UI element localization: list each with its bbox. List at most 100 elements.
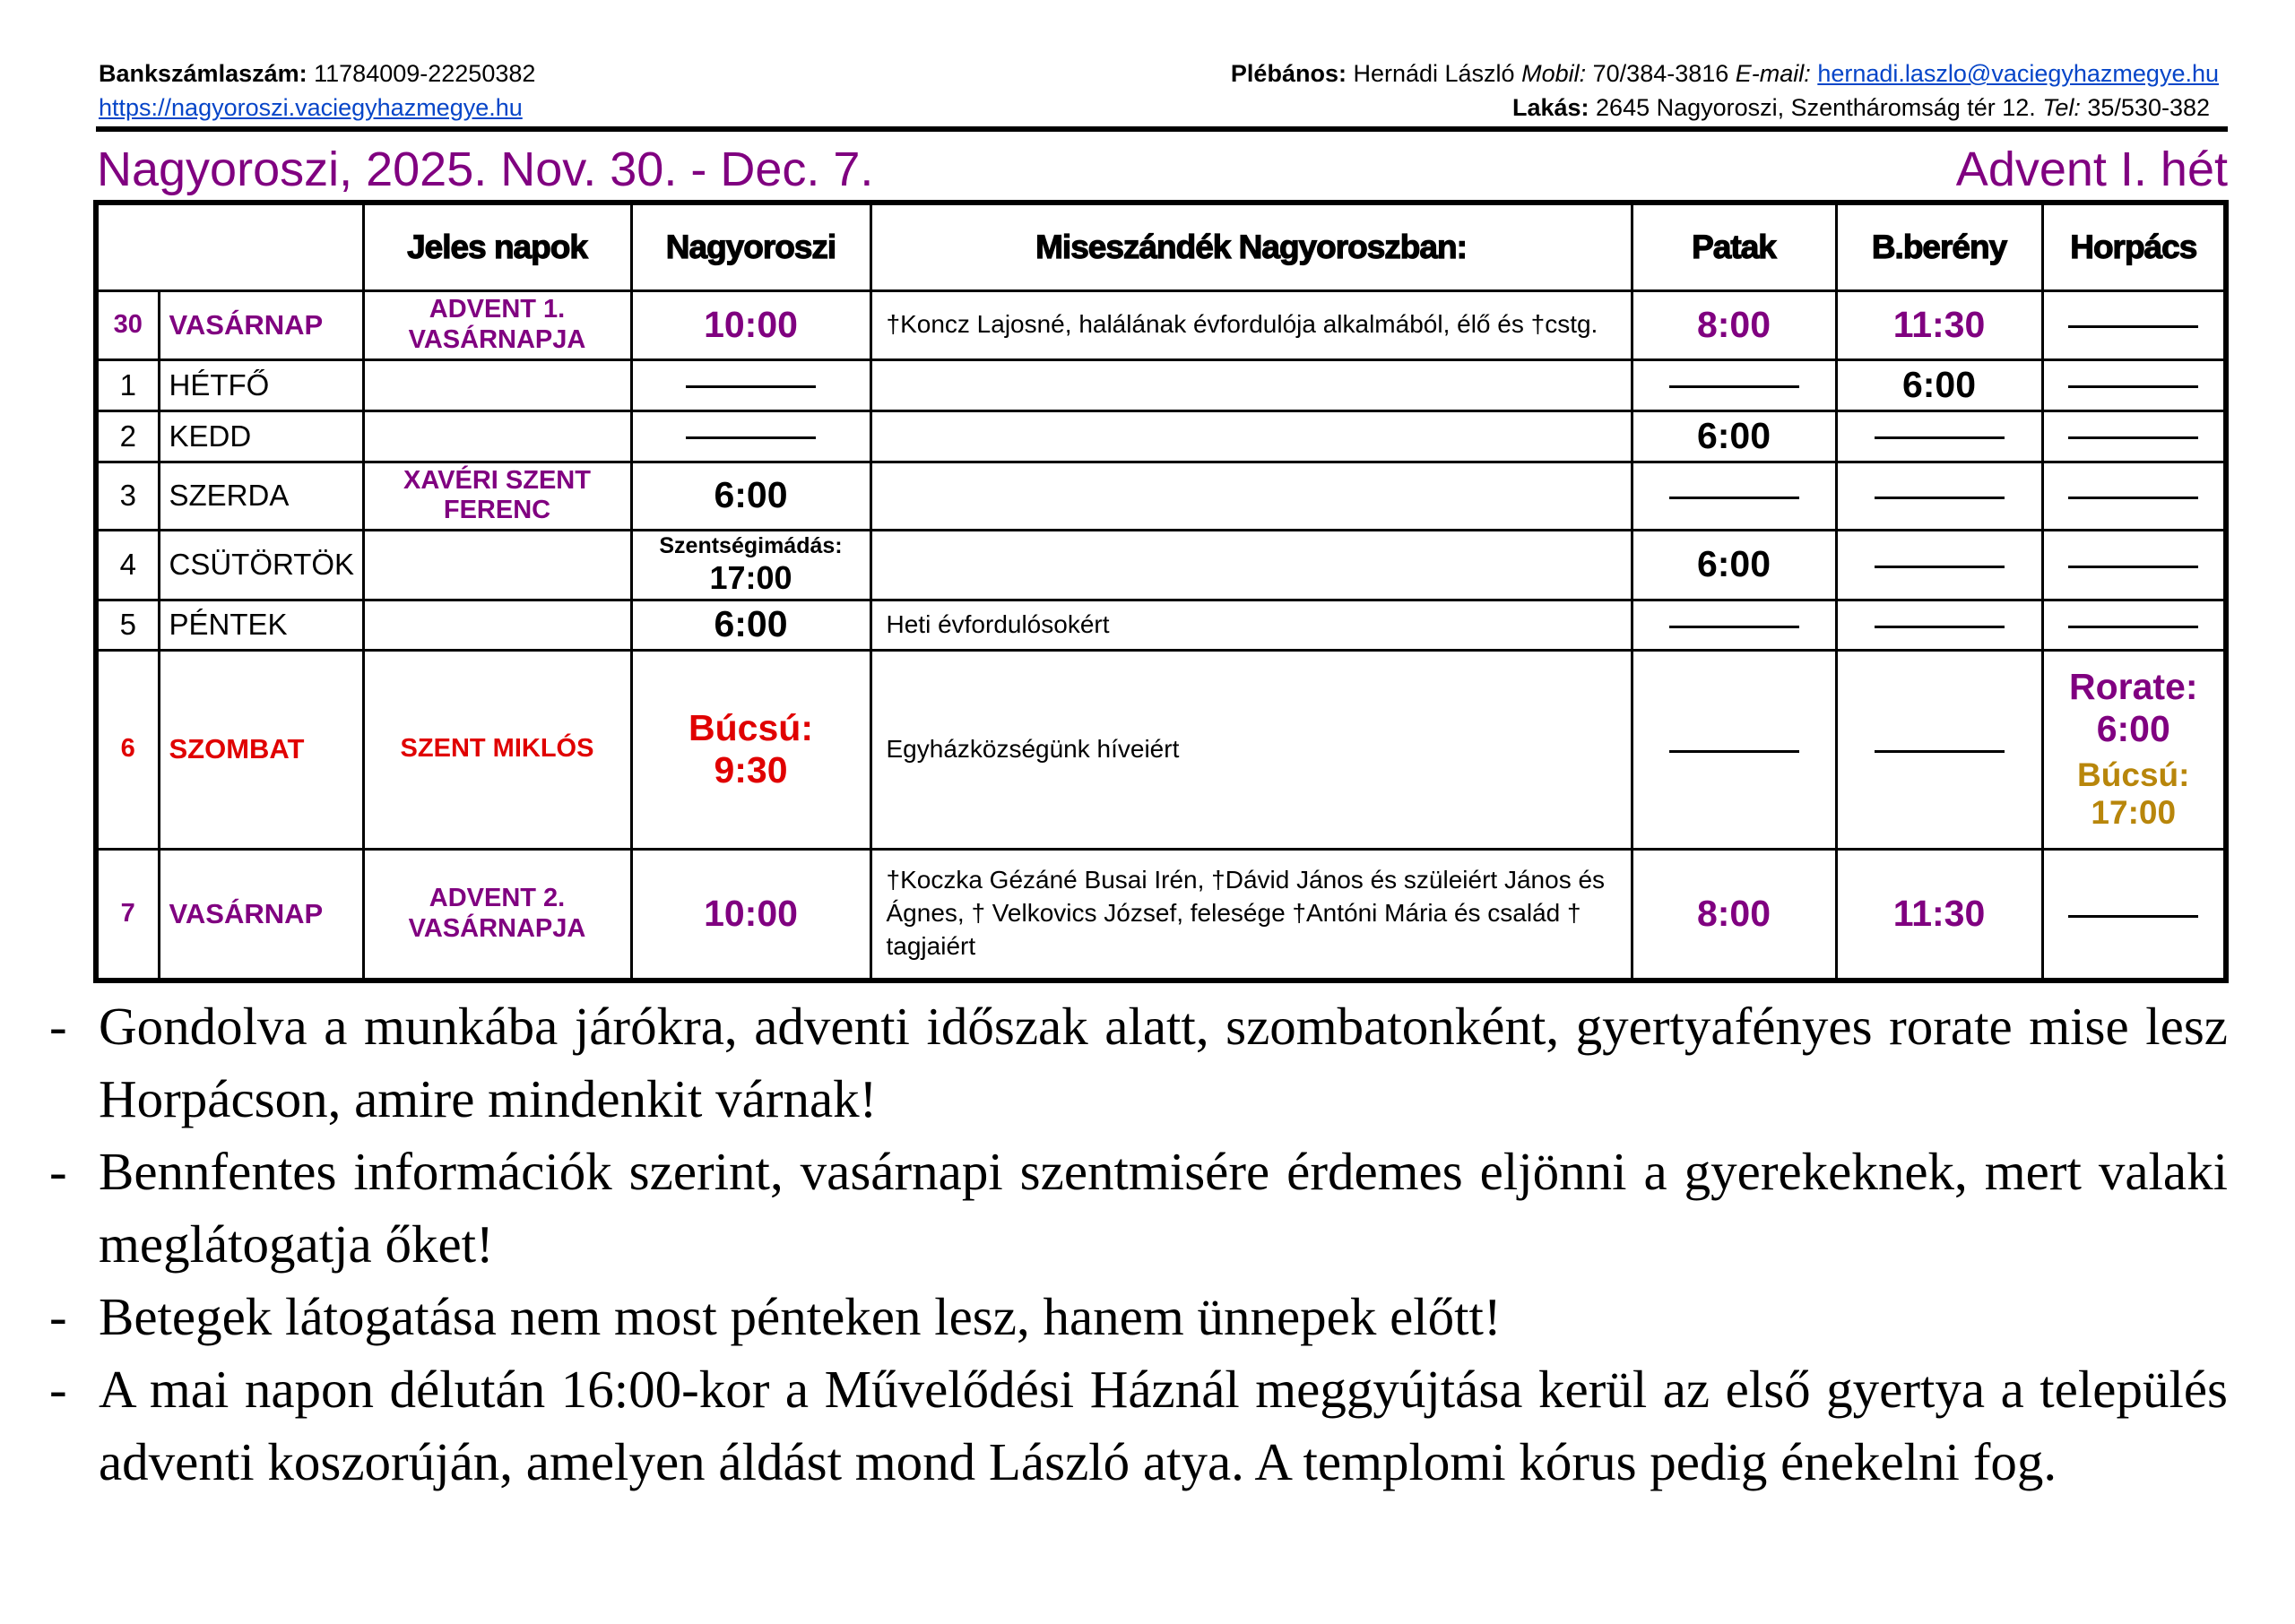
day-number: 6 (94, 648, 160, 851)
feast-day (361, 528, 633, 601)
mass-time: 9:30 (714, 749, 788, 790)
no-mass-dash (2068, 385, 2199, 389)
table-row: 2 KEDD 6:00 (94, 409, 2228, 463)
day-name: CSÜTÖRTÖK (157, 528, 365, 601)
bank-label: Bankszámlaszám: (99, 60, 307, 87)
nagyoroszi-cell: 6:00 (629, 460, 872, 531)
mass-intention (869, 358, 1633, 412)
header-patak: Patak (1630, 201, 1838, 292)
no-mass-dash (2068, 325, 2199, 329)
mass-intention (869, 460, 1633, 531)
bullet: - (49, 1142, 67, 1201)
feast-day (361, 358, 633, 412)
feast-day: ADVENT 1. VASÁRNAPJA (361, 289, 633, 361)
nagyoroszi-cell: 10:00 (629, 289, 872, 361)
day-number: 7 (94, 847, 160, 982)
bbereny-cell (1834, 648, 2044, 851)
day-name: PÉNTEK (157, 598, 365, 652)
email-link[interactable]: hernadi.laszlo@vaciegyhazmegye.hu (1817, 60, 2219, 87)
address-value: 2645 Nagyoroszi, Szentháromság tér 12. (1596, 94, 2036, 121)
website-link[interactable]: https://nagyoroszi.vaciegyhazmegye.hu (99, 94, 523, 121)
horpacs-cell (2040, 847, 2228, 982)
horpacs-cell (2040, 358, 2228, 412)
day-number: 2 (94, 409, 160, 463)
nagyoroszi-cell (629, 409, 872, 463)
bank-account: Bankszámlaszám: 11784009-22250382 (99, 60, 535, 88)
announcement-item: - Bennfentes információk szerint, vasárna… (49, 1136, 2228, 1281)
mass-time: 8:00 (1696, 303, 1771, 345)
tel-label: Tel: (2042, 94, 2081, 121)
no-mass-dash (2068, 914, 2199, 918)
header-bbereny: B.berény (1834, 201, 2044, 292)
no-mass-dash (686, 385, 816, 389)
mass-intention: †Koncz Lajosné, halálának évfordulója al… (869, 289, 1633, 361)
header-divider (96, 126, 2228, 132)
bbereny-cell (1834, 409, 2044, 463)
horpacs-cell: Rorate: 6:00 Búcsú: 17:00 (2040, 648, 2228, 851)
nagyoroszi-cell: Búcsú: 9:30 (629, 648, 872, 851)
address-info: Lakás: 2645 Nagyoroszi, Szentháromság té… (1512, 94, 2210, 122)
no-mass-dash (1668, 496, 1799, 499)
mass-intention (869, 409, 1633, 463)
mass-time: 17:00 (709, 558, 792, 596)
announcements: - Gondolva a munkába járókra, adventi idő… (49, 990, 2228, 1499)
patak-cell: 6:00 (1630, 528, 1838, 601)
table-row: 6 SZOMBAT SZENT MIKLÓS Búcsú: 9:30 Egyház… (94, 648, 2228, 851)
announcement-text: Gondolva a munkába járókra, adventi idős… (99, 997, 2228, 1128)
mass-time: 10:00 (704, 303, 798, 345)
mass-time: 10:00 (704, 893, 798, 935)
bbereny-cell (1834, 460, 2044, 531)
no-mass-dash (2068, 565, 2199, 568)
mass-time: 6:00 (2096, 708, 2170, 750)
day-number: 1 (94, 358, 160, 412)
announcement-item: - Gondolva a munkába járókra, adventi idő… (49, 990, 2228, 1136)
day-name: KEDD (157, 409, 365, 463)
bbereny-cell: 11:30 (1834, 847, 2044, 982)
mobile-label: Mobil: (1521, 60, 1587, 87)
feast-day: SZENT MIKLÓS (361, 648, 633, 851)
day-number: 5 (94, 598, 160, 652)
table-row: 5 PÉNTEK 6:00 Heti évfordulósokért (94, 598, 2228, 652)
announcement-text: Betegek látogatása nem most pénteken les… (99, 1287, 1502, 1346)
day-name: HÉTFŐ (157, 358, 365, 412)
priest-label: Plébános: (1230, 60, 1347, 87)
schedule-table: Jeles napok Nagyoroszi Miseszándék Nagyo… (93, 200, 2229, 983)
day-name: VASÁRNAP (157, 847, 365, 982)
feast-day: XAVÉRI SZENT FERENC (361, 460, 633, 531)
announcement-item: -A mai napon délután 16:00-kor a Művelőd… (49, 1353, 2228, 1499)
nagyoroszi-cell: Szentségimádás: 17:00 (629, 528, 872, 601)
mass-time: 6:00 (1696, 543, 1771, 585)
bbereny-cell: 11:30 (1834, 289, 2044, 361)
priest-name: Hernádi László (1353, 60, 1515, 87)
horpacs-cell (2040, 598, 2228, 652)
table-row: 30 VASÁRNAP ADVENT 1. VASÁRNAPJA 10:00 †… (94, 289, 2228, 361)
no-mass-dash (2068, 496, 2199, 499)
table-header-row: Jeles napok Nagyoroszi Miseszándék Nagyo… (94, 201, 2228, 292)
bank-value: 11784009-22250382 (314, 60, 536, 87)
table-row: 1 HÉTFŐ 6:00 (94, 358, 2228, 412)
mass-label: Búcsú: (688, 706, 813, 748)
address-label: Lakás: (1511, 94, 1589, 121)
patak-cell (1630, 460, 1838, 531)
nagyoroszi-cell: 6:00 (629, 598, 872, 652)
feast-day (361, 598, 633, 652)
mass-time: 6:00 (714, 603, 788, 645)
mass-time: 6:00 (1901, 363, 1977, 405)
mass-time: 6:00 (714, 474, 788, 516)
bbereny-cell: 6:00 (1834, 358, 2044, 412)
patak-cell: 8:00 (1630, 289, 1838, 361)
horpacs-cell (2040, 528, 2228, 601)
feast-day: ADVENT 2. VASÁRNAPJA (361, 847, 633, 982)
table-row: 4 CSÜTÖRTÖK Szentségimádás: 17:00 6:00 (94, 528, 2228, 601)
day-number: 30 (94, 289, 160, 361)
no-mass-dash (1668, 749, 1799, 753)
announcement-text: Bennfentes információk szerint, vasárnap… (99, 1142, 2228, 1274)
day-name: SZERDA (157, 460, 365, 531)
horpacs-cell (2040, 460, 2228, 531)
mobile-value: 70/384-3816 (1592, 60, 1729, 87)
day-number: 4 (94, 528, 160, 601)
mass-time: 6:00 (1696, 414, 1771, 456)
bullet: - (49, 1360, 67, 1419)
tel-value: 35/530-382 (2087, 94, 2210, 121)
no-mass-dash (1874, 496, 2005, 499)
